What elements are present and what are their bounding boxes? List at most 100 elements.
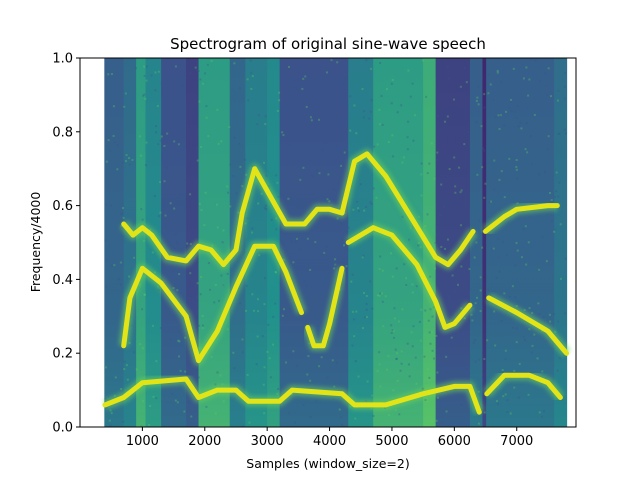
noise-pixel xyxy=(504,393,507,396)
noise-pixel xyxy=(528,307,531,310)
noise-pixel xyxy=(390,102,393,105)
noise-pixel xyxy=(486,339,489,342)
formant-2-track xyxy=(486,295,570,356)
noise-pixel xyxy=(105,259,108,262)
noise-pixel xyxy=(506,399,509,402)
noise-pixel xyxy=(350,280,353,283)
noise-pixel xyxy=(496,402,499,405)
noise-pixel xyxy=(159,327,162,330)
noise-pixel xyxy=(420,339,423,342)
noise-pixel xyxy=(500,170,503,173)
noise-pixel xyxy=(257,310,260,313)
noise-pixel xyxy=(399,369,402,372)
noise-pixel xyxy=(158,289,161,292)
noise-pixel xyxy=(335,361,338,364)
noise-pixel xyxy=(363,209,366,212)
noise-pixel xyxy=(333,267,336,270)
noise-pixel xyxy=(548,191,551,194)
noise-pixel xyxy=(476,96,479,99)
noise-pixel xyxy=(362,116,365,119)
noise-pixel xyxy=(483,411,486,414)
noise-pixel xyxy=(327,173,330,176)
noise-pixel xyxy=(174,233,177,236)
noise-pixel xyxy=(275,174,278,177)
noise-pixel xyxy=(506,410,509,413)
noise-pixel xyxy=(188,401,191,404)
noise-pixel xyxy=(295,237,298,240)
noise-pixel xyxy=(444,247,447,250)
noise-pixel xyxy=(527,393,530,396)
noise-pixel xyxy=(375,196,378,199)
noise-pixel xyxy=(378,123,381,126)
noise-pixel xyxy=(522,77,525,80)
noise-pixel xyxy=(548,313,551,316)
noise-pixel xyxy=(406,342,409,345)
noise-pixel xyxy=(332,397,335,400)
noise-pixel xyxy=(113,264,116,267)
noise-pixel xyxy=(420,308,423,311)
noise-pixel xyxy=(498,178,501,181)
noise-pixel xyxy=(143,65,146,68)
noise-pixel xyxy=(492,188,495,191)
noise-pixel xyxy=(164,214,167,217)
noise-pixel xyxy=(418,320,421,323)
noise-pixel xyxy=(336,61,339,64)
noise-pixel xyxy=(272,343,275,346)
noise-pixel xyxy=(445,410,448,413)
noise-pixel xyxy=(298,248,301,251)
noise-pixel xyxy=(197,376,200,379)
noise-pixel xyxy=(525,66,528,69)
noise-pixel xyxy=(504,349,507,352)
noise-pixel xyxy=(492,159,495,162)
noise-pixel xyxy=(530,58,533,61)
y-axis-label: Frequency/4000 xyxy=(28,192,43,293)
noise-pixel xyxy=(523,338,526,341)
noise-pixel xyxy=(445,355,448,358)
noise-pixel xyxy=(428,376,431,379)
noise-pixel xyxy=(431,331,434,334)
noise-pixel xyxy=(545,84,548,87)
noise-pixel xyxy=(288,308,291,311)
noise-pixel xyxy=(526,107,529,110)
noise-pixel xyxy=(241,351,244,354)
noise-pixel xyxy=(183,86,186,89)
noise-pixel xyxy=(305,284,308,287)
noise-pixel xyxy=(481,76,484,79)
noise-pixel xyxy=(538,173,541,176)
noise-pixel xyxy=(439,213,442,216)
noise-pixel xyxy=(156,105,159,108)
noise-pixel xyxy=(215,203,218,206)
noise-pixel xyxy=(390,324,393,327)
noise-pixel xyxy=(205,105,208,108)
noise-pixel xyxy=(148,423,151,426)
noise-pixel xyxy=(556,99,559,102)
noise-pixel xyxy=(128,341,131,344)
noise-pixel xyxy=(509,100,512,103)
noise-pixel xyxy=(481,246,484,249)
noise-pixel xyxy=(465,368,468,371)
spectrogram-band xyxy=(136,58,147,427)
noise-pixel xyxy=(292,350,295,353)
noise-pixel xyxy=(222,284,225,287)
noise-pixel xyxy=(123,368,126,371)
noise-pixel xyxy=(371,307,374,310)
noise-pixel xyxy=(401,161,404,164)
noise-pixel xyxy=(320,356,323,359)
noise-pixel xyxy=(433,177,436,180)
formant-2-track xyxy=(121,243,304,364)
noise-pixel xyxy=(363,316,366,319)
noise-pixel xyxy=(563,97,566,100)
noise-pixel xyxy=(446,115,449,118)
y-tick-label: 0.4 xyxy=(52,273,73,288)
noise-pixel xyxy=(196,296,199,299)
noise-pixel xyxy=(135,67,138,70)
noise-pixel xyxy=(448,297,451,300)
noise-pixel xyxy=(186,242,189,245)
noise-pixel xyxy=(534,59,537,62)
noise-pixel xyxy=(419,246,422,249)
noise-pixel xyxy=(267,323,270,326)
noise-pixel xyxy=(434,241,437,244)
noise-pixel xyxy=(110,204,113,207)
noise-pixel xyxy=(515,327,518,330)
noise-pixel xyxy=(140,208,143,211)
